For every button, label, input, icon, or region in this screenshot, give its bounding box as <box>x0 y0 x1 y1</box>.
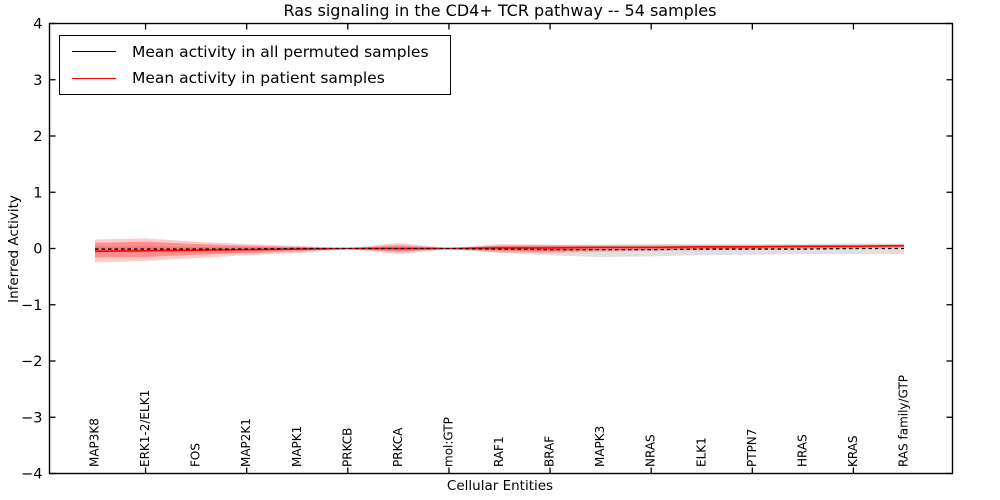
entity-label-erk1-2-elk1: ERK1-2/ELK1 <box>138 390 152 467</box>
entity-label-braf: BRAF <box>543 436 557 467</box>
patient-samples-range-outer-band <box>95 238 904 263</box>
entity-label-elk1: ELK1 <box>694 437 708 467</box>
y-tick-label: 2 <box>33 129 42 145</box>
y-tick-label: 4 <box>33 17 42 33</box>
y-tick-label: −2 <box>21 354 42 370</box>
legend-row-permuted: Mean activity in all permuted samples <box>72 39 450 65</box>
entity-label-kras: KRAS <box>846 435 860 467</box>
entity-label-ptpn7: PTPN7 <box>745 429 759 467</box>
y-tick-label: −1 <box>21 298 42 314</box>
y-tick-label: −4 <box>21 467 42 483</box>
y-tick-label: 3 <box>33 73 42 89</box>
legend-row-patient: Mean activity in patient samples <box>72 65 450 91</box>
entity-label-map3k8: MAP3K8 <box>88 418 102 467</box>
y-tick-label: −3 <box>21 410 42 426</box>
entity-label-prkca: PRKCA <box>391 427 405 467</box>
entity-label-mapk3: MAPK3 <box>593 426 607 467</box>
entity-label-raf1: RAF1 <box>492 436 506 467</box>
y-tick-label: 0 <box>33 242 42 258</box>
entity-label-fos: FOS <box>189 443 203 467</box>
legend-line-black-icon <box>72 51 116 53</box>
legend-box: Mean activity in all permuted samples Me… <box>59 35 451 95</box>
entity-label-ras-family-gtp: RAS family/GTP <box>897 375 911 467</box>
entity-label-mol-gtp: mol:GTP <box>441 417 455 467</box>
entity-label-map2k1: MAP2K1 <box>239 418 253 467</box>
legend-label-permuted: Mean activity in all permuted samples <box>132 42 429 61</box>
chart-title: Ras signaling in the CD4+ TCR pathway --… <box>283 1 717 20</box>
y-axis-label: Inferred Activity <box>6 195 22 303</box>
entity-label-prkcb: PRKCB <box>340 428 354 467</box>
patient-mean-line <box>94 244 905 253</box>
legend-line-red-icon <box>72 77 116 79</box>
entity-label-nras: NRAS <box>644 434 658 467</box>
legend-label-patient: Mean activity in patient samples <box>132 69 385 88</box>
entity-label-hras: HRAS <box>795 434 809 467</box>
x-axis-label: Cellular Entities <box>446 478 554 494</box>
y-tick-label: 1 <box>33 185 42 201</box>
permuted-mean-line <box>95 247 904 251</box>
entity-label-mapk1: MAPK1 <box>290 426 304 467</box>
